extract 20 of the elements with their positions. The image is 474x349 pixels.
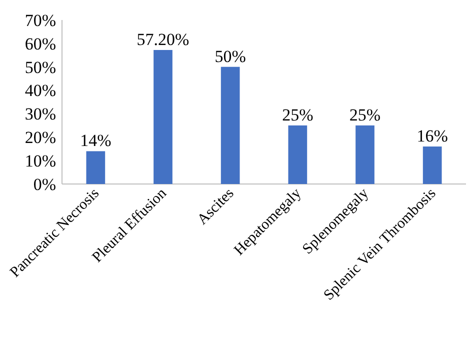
bar [154, 50, 172, 184]
bar [86, 151, 106, 184]
data-label: 57.20% [136, 30, 190, 49]
y-tick-label: 20% [24, 128, 56, 148]
bar [288, 125, 308, 184]
y-tick-label: 60% [24, 34, 56, 54]
bar [422, 146, 442, 184]
y-tick-label: 50% [24, 58, 56, 77]
y-tick-label: 10% [24, 152, 56, 171]
y-tick-label: 40% [24, 81, 56, 100]
y-tick-label: 30% [24, 104, 56, 124]
data-label: 50% [214, 46, 246, 66]
bar [356, 125, 374, 184]
data-label: 25% [349, 105, 381, 124]
y-tick-label: 70% [24, 10, 56, 30]
y-tick-label: 0% [33, 174, 56, 194]
data-label: 16% [416, 126, 448, 146]
data-label: 14% [80, 131, 112, 150]
data-label: 25% [282, 105, 314, 124]
bar [220, 66, 240, 184]
